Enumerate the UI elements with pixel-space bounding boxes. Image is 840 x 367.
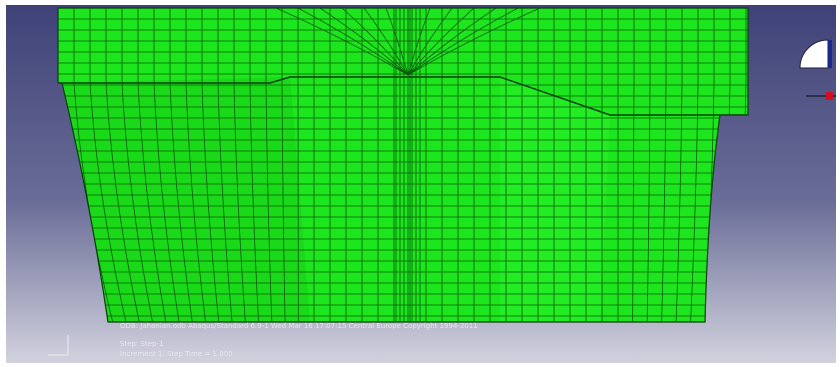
- compass-marker: [826, 92, 833, 100]
- step-info: Step: Step-1: [120, 340, 163, 348]
- page: ODB: Jahanian.odb Abaqus/Standard 6.9-1 …: [0, 0, 840, 367]
- abaqus-viewport: ODB: Jahanian.odb Abaqus/Standard 6.9-1 …: [0, 0, 840, 367]
- shade-region: [500, 77, 610, 322]
- compass-front: [828, 40, 832, 68]
- odb-info: ODB: Jahanian.odb Abaqus/Standard 6.9-1 …: [120, 322, 478, 330]
- increment-info: Increment 1: Step Time = 1.000: [120, 350, 233, 358]
- mesh: [50, 0, 770, 330]
